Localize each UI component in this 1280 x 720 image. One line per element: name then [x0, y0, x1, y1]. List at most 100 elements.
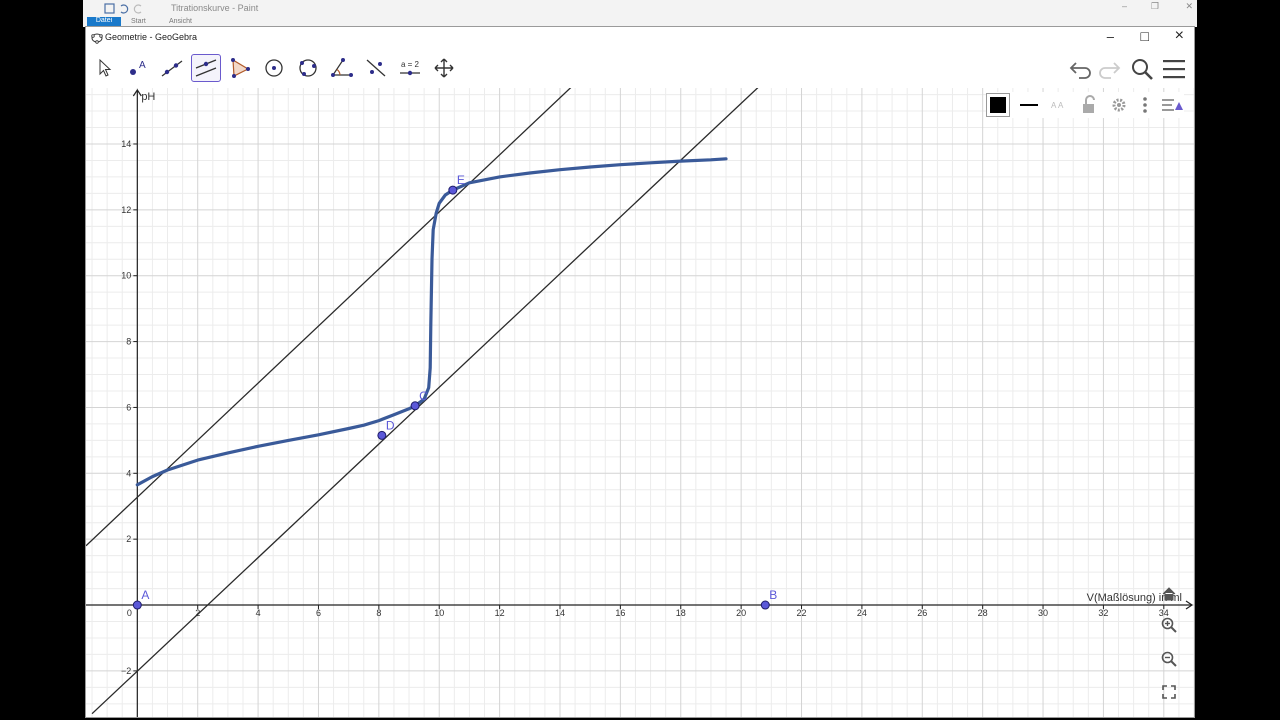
line-icon [161, 60, 183, 77]
x-tick-label: 22 [797, 608, 807, 618]
circle-tool[interactable] [259, 54, 289, 82]
point-c[interactable] [410, 401, 420, 411]
angle-icon [331, 58, 353, 77]
color-picker-button[interactable] [986, 93, 1010, 117]
graphics-view[interactable]: 0 2 4 6 8 10 12 14 16 18 20 22 24 26 28 30 32 34 −2 2 4 6 8 10 1… [86, 88, 1194, 717]
polygon-tool[interactable] [225, 54, 255, 82]
close-button[interactable]: × [1174, 27, 1184, 44]
gear-icon[interactable] [1108, 94, 1130, 116]
x-tick-label: 12 [495, 608, 505, 618]
zoom-out-button[interactable] [1158, 648, 1180, 670]
axes [86, 88, 1194, 717]
undo-icon[interactable] [1068, 58, 1094, 80]
point-a[interactable] [132, 600, 142, 610]
y-tick-label: 8 [126, 337, 131, 347]
geogebra-window: Geometrie - GeoGebra – □ × A [85, 26, 1195, 718]
menu-icon[interactable] [1162, 58, 1186, 80]
paint-quick-access-icons[interactable] [83, 0, 153, 17]
svg-text:A: A [139, 60, 146, 71]
y-tick-label: 4 [126, 468, 131, 478]
more-options-icon[interactable] [1138, 94, 1152, 116]
point-e[interactable] [448, 185, 458, 195]
y-tick-label: 2 [126, 534, 131, 544]
x-tick-label: 32 [1098, 608, 1108, 618]
maximize-button[interactable]: □ [1140, 28, 1149, 44]
arrow-icon [99, 58, 112, 77]
paint-maximize-icon[interactable]: ❐ [1150, 1, 1159, 11]
y-tick-label: 6 [126, 402, 131, 412]
paint-tab-view[interactable]: Ansicht [169, 18, 192, 25]
window-title-bar: Geometrie - GeoGebra – □ × [86, 27, 1194, 48]
x-tick-label: 28 [978, 608, 988, 618]
move-graphics-tool[interactable] [429, 54, 459, 82]
circle-three-points-tool[interactable] [293, 54, 323, 82]
x-tick-label: 16 [615, 608, 625, 618]
y-tick-label: 10 [121, 271, 131, 281]
parallel-line-tool[interactable] [191, 54, 221, 82]
point-d[interactable] [377, 430, 387, 440]
geogebra-logo-icon [91, 33, 103, 44]
x-tick-label: 18 [676, 608, 686, 618]
reflect-tool[interactable] [361, 54, 391, 82]
point-label-a: A [141, 588, 149, 602]
x-tick-label: 14 [555, 608, 565, 618]
y-tick-label: 14 [121, 139, 131, 149]
parallel-line-icon [195, 59, 217, 77]
y-axis-arrow [132, 88, 142, 97]
slider-tool-label: a = 2 [401, 60, 420, 69]
point-label-b: B [769, 588, 777, 602]
tangent-line-lower[interactable] [91, 88, 759, 715]
x-axis-label: V(Maßlösung) in ml [1087, 592, 1182, 604]
titration-curve-path[interactable] [135, 157, 728, 487]
minimize-button[interactable]: – [1106, 29, 1114, 44]
search-icon[interactable] [1130, 57, 1156, 81]
zoom-out-icon [1161, 651, 1177, 667]
svg-text:A: A [1058, 101, 1064, 110]
point-label-c: C [419, 389, 428, 403]
x-tick-label: 2 [195, 608, 200, 618]
y-tick-label: −2 [121, 666, 131, 676]
point-b[interactable] [760, 600, 770, 610]
tick-labels: 0 2 4 6 8 10 12 14 16 18 20 22 24 26 28 30 32 34−22468101… [121, 139, 1169, 676]
fullscreen-button[interactable] [1158, 681, 1180, 703]
paint-title: Titrationskurve - Paint [171, 3, 259, 13]
point-tool[interactable]: A [123, 54, 153, 82]
paint-minimize-icon[interactable]: – [1121, 1, 1127, 11]
home-icon [1162, 587, 1176, 601]
x-tick-label: 24 [857, 608, 867, 618]
x-tick-label: 30 [1038, 608, 1048, 618]
paint-tab-file[interactable]: Datei [87, 17, 121, 27]
standard-view-button[interactable] [1158, 583, 1180, 605]
graphics-canvas[interactable]: 0 2 4 6 8 10 12 14 16 18 20 22 24 26 28 30 32 34−22468101… [86, 88, 1194, 717]
zoom-in-button[interactable] [1158, 614, 1180, 636]
move-tool[interactable] [89, 54, 119, 82]
slider-icon: a = 2 [400, 60, 420, 76]
svg-text:A: A [1051, 101, 1057, 110]
lock-icon[interactable] [1078, 94, 1100, 116]
x-tick-label: 8 [376, 608, 381, 618]
fullscreen-icon [1162, 685, 1176, 699]
slider-tool[interactable]: a = 2 [395, 54, 425, 82]
point-label-e: E [457, 173, 465, 187]
angle-tool[interactable] [327, 54, 357, 82]
toggle-style-bar-icon[interactable] [1160, 94, 1184, 116]
paint-close-icon[interactable]: ✕ [1185, 1, 1193, 11]
line-tool[interactable] [157, 54, 187, 82]
x-tick-label: 26 [917, 608, 927, 618]
window-title: Geometrie - GeoGebra [105, 32, 198, 42]
redo-icon[interactable] [1096, 58, 1122, 80]
x-axis-arrow [1185, 600, 1194, 610]
triangle-icon [231, 58, 250, 78]
x-tick-label: 4 [256, 608, 261, 618]
color-swatch [990, 97, 1006, 113]
paint-ribbon-tabs: Datei Start Ansicht [83, 17, 1197, 27]
x-tick-label: 0 [127, 608, 132, 618]
paint-tab-home[interactable]: Start [131, 18, 146, 25]
line-style-icon[interactable] [1018, 94, 1040, 116]
zoom-in-icon [1161, 617, 1177, 633]
grid-minor [86, 88, 1194, 717]
point-label-d: D [386, 418, 395, 432]
x-tick-label: 20 [736, 608, 746, 618]
